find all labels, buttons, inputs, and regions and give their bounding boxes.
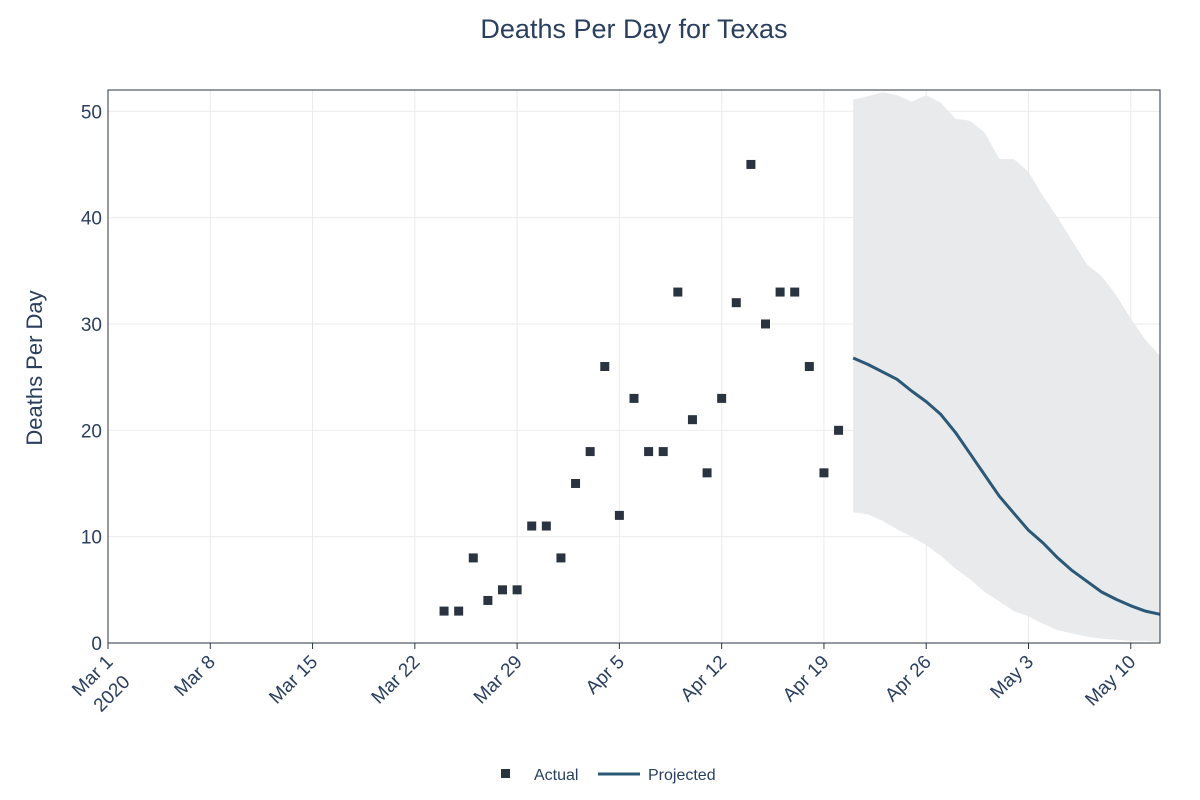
projected-line: [852, 356, 1161, 616]
actual-marker: [468, 553, 478, 563]
y-tick-label: 50: [81, 102, 102, 123]
actual-marker: [687, 415, 697, 425]
actual-marker: [658, 447, 668, 457]
legend-item-actual[interactable]: Actual: [501, 767, 578, 784]
projection-uncertainty-band: [853, 92, 1160, 642]
actual-marker: [527, 521, 537, 531]
legend[interactable]: Actual Projected: [501, 767, 716, 784]
actual-marker: [541, 521, 551, 531]
projected-line-layer: [852, 356, 1161, 616]
actual-marker: [629, 393, 639, 403]
y-tick-label: 30: [81, 315, 102, 336]
actual-marker: [512, 585, 522, 595]
x-tick-label: Apr 5: [582, 652, 629, 699]
actual-marker: [600, 362, 610, 371]
y-tick-label: 10: [81, 528, 102, 549]
y-tick-label: 20: [81, 421, 102, 442]
legend-projected-label: Projected: [648, 767, 716, 784]
actual-marker: [556, 553, 566, 563]
x-tick-label: May 10: [1081, 652, 1140, 711]
x-tick-label: Apr 26: [881, 652, 935, 706]
actual-marker: [746, 159, 756, 169]
legend-item-projected[interactable]: Projected: [598, 767, 716, 784]
x-tick-label: Mar 15: [265, 652, 322, 709]
actual-marker: [804, 362, 814, 371]
actual-marker: [483, 595, 493, 605]
actual-marker: [585, 447, 595, 457]
x-tick-label: Mar 22: [368, 652, 425, 709]
legend-actual-label: Actual: [534, 767, 578, 784]
actual-marker: [819, 468, 829, 478]
y-tick-label: 40: [81, 209, 102, 230]
actual-marker: [717, 393, 727, 403]
legend-actual-marker: [501, 769, 510, 778]
x-tick-label: Apr 19: [779, 652, 833, 706]
projection-band-layer: [853, 92, 1160, 642]
x-tick-label: Apr 12: [677, 652, 731, 706]
x-tick-label: Mar 29: [470, 652, 527, 709]
actual-marker: [775, 287, 785, 297]
actual-marker: [439, 606, 449, 616]
actual-marker: [673, 287, 683, 297]
actual-marker: [614, 510, 624, 520]
actual-marker: [454, 606, 464, 616]
actual-marker: [702, 468, 712, 478]
y-axis-title: Deaths Per Day: [22, 290, 47, 445]
y-tick-label: 0: [91, 634, 102, 655]
actual-marker: [731, 298, 741, 308]
actual-marker: [761, 319, 770, 329]
actual-markers-layer: [439, 159, 844, 616]
y-axis-ticks: 0 10 20 30 40 50: [81, 102, 102, 655]
actual-marker: [834, 425, 844, 435]
plot-frame: [107, 89, 1161, 644]
actual-marker: [498, 585, 507, 595]
x-tick-label: Mar 8: [171, 652, 220, 701]
chart-title: Deaths Per Day for Texas: [480, 14, 787, 44]
actual-marker: [644, 447, 654, 457]
actual-marker: [571, 478, 581, 488]
actual-marker: [790, 287, 800, 297]
x-tick-label: May 3: [987, 652, 1038, 703]
